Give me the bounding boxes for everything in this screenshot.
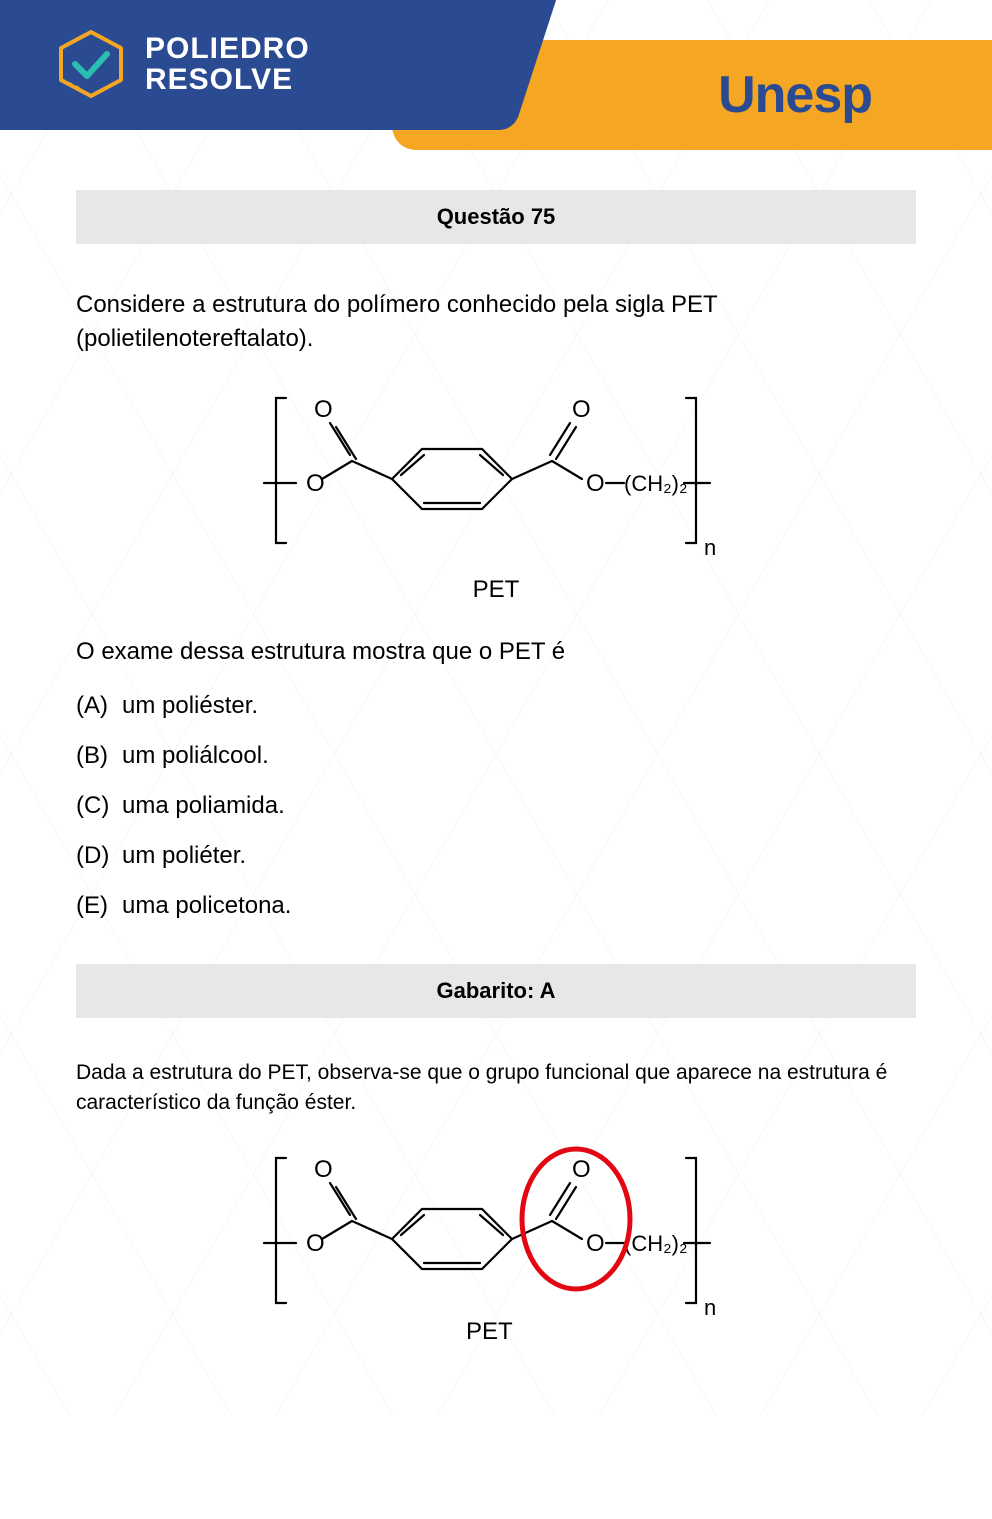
page-header: Unesp POLIEDRO RESOLVE: [0, 0, 992, 150]
option-b: (B) um poliálcool.: [76, 742, 916, 770]
brand-line2: RESOLVE: [145, 64, 310, 96]
option-e: (E) uma policetona.: [76, 892, 916, 920]
svg-text:PET: PET: [466, 1318, 513, 1343]
exam-name: Unesp: [718, 65, 872, 125]
brand-text: POLIEDRO RESOLVE: [145, 33, 310, 96]
svg-text:O: O: [306, 470, 325, 497]
options-list: (A) um poliéster. (B) um poliálcool. (C)…: [76, 692, 916, 920]
svg-text:O: O: [586, 470, 605, 497]
answer-explanation: Dada a estrutura do PET, observa-se que …: [76, 1058, 916, 1117]
option-text: um poliéster.: [122, 692, 258, 720]
answer-title-bar: Gabarito: A: [76, 964, 916, 1018]
question-prompt: O exame dessa estrutura mostra que o PET…: [76, 638, 916, 666]
option-label: (B): [76, 742, 112, 770]
brand: POLIEDRO RESOLVE: [55, 28, 310, 100]
option-d: (D) um poliéter.: [76, 842, 916, 870]
option-text: um poliéter.: [122, 842, 246, 870]
svg-text:O: O: [314, 1156, 333, 1183]
svg-text:O: O: [572, 396, 591, 423]
pet-structure-diagram-answer: O O O O (CH₂)₂: [76, 1143, 916, 1348]
option-c: (C) uma poliamida.: [76, 792, 916, 820]
option-label: (C): [76, 792, 112, 820]
question-title-bar: Questão 75: [76, 190, 916, 244]
svg-text:n: n: [704, 535, 716, 560]
svg-text:O: O: [586, 1230, 605, 1257]
svg-text:(CH₂)₂: (CH₂)₂: [624, 471, 688, 496]
svg-text:O: O: [572, 1156, 591, 1183]
svg-text:n: n: [704, 1295, 716, 1320]
pet-structure-diagram: O O: [76, 383, 916, 568]
option-text: uma policetona.: [122, 892, 291, 920]
brand-line1: POLIEDRO: [145, 33, 310, 65]
option-text: uma poliamida.: [122, 792, 285, 820]
diagram-caption: PET: [76, 576, 916, 604]
svg-text:(CH₂)₂: (CH₂)₂: [624, 1231, 688, 1256]
option-label: (D): [76, 842, 112, 870]
option-text: um poliálcool.: [122, 742, 269, 770]
question-title: Questão 75: [437, 204, 556, 229]
question-intro: Considere a estrutura do polímero conhec…: [76, 288, 916, 355]
answer-title: Gabarito: A: [437, 978, 556, 1003]
option-label: (A): [76, 692, 112, 720]
option-label: (E): [76, 892, 112, 920]
brand-logo-icon: [55, 28, 127, 100]
svg-text:O: O: [314, 396, 333, 423]
svg-text:O: O: [306, 1230, 325, 1257]
option-a: (A) um poliéster.: [76, 692, 916, 720]
